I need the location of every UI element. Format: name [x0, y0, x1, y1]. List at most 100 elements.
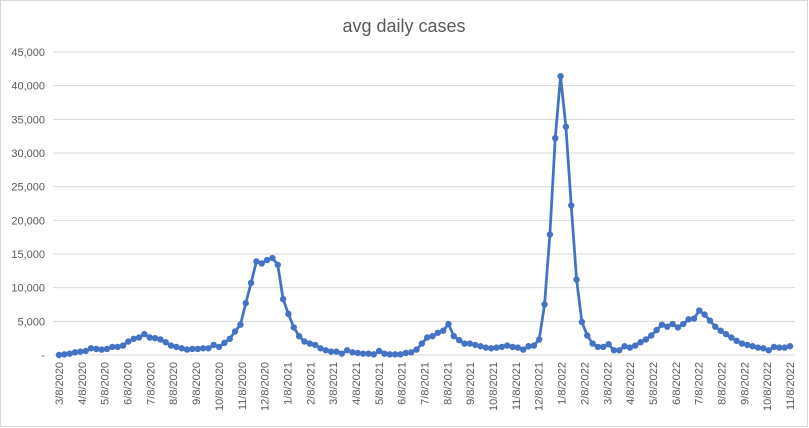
data-point	[397, 351, 404, 358]
data-point	[717, 327, 724, 334]
data-point	[600, 343, 607, 351]
data-point	[391, 351, 399, 358]
x-tick-label: 11/8/2022	[785, 362, 797, 410]
data-point	[728, 334, 735, 341]
data-point	[786, 343, 794, 350]
data-point	[504, 342, 511, 349]
x-tick-label: 6/8/2022	[671, 362, 683, 405]
data-point	[125, 338, 132, 345]
data-point	[151, 334, 159, 342]
data-point	[770, 343, 778, 351]
data-point	[157, 336, 164, 343]
data-point	[578, 318, 586, 326]
data-point	[781, 344, 788, 351]
data-point	[439, 327, 447, 334]
data-point	[669, 320, 676, 328]
data-point	[349, 349, 356, 356]
data-point	[418, 340, 426, 347]
data-point	[98, 346, 105, 353]
data-point	[450, 332, 458, 340]
x-tick-label: 2/8/2022	[579, 362, 591, 405]
data-point	[333, 348, 340, 355]
data-point	[749, 343, 756, 350]
data-point	[706, 317, 714, 324]
data-point	[429, 332, 436, 340]
data-point	[573, 276, 580, 283]
data-point	[258, 260, 265, 267]
data-point	[605, 341, 612, 348]
data-point	[648, 332, 655, 339]
data-point	[498, 343, 506, 351]
data-point	[653, 326, 660, 334]
x-tick-label: 3/8/2020	[54, 362, 66, 405]
data-point	[141, 330, 148, 338]
data-point	[226, 335, 233, 343]
x-tick-label: 5/8/2020	[100, 362, 112, 405]
data-point	[109, 343, 116, 351]
x-tick-label: 6/8/2020	[123, 362, 135, 405]
series-line	[57, 74, 792, 357]
data-point	[541, 301, 548, 308]
data-point	[343, 347, 351, 354]
x-tick-label: 4/8/2020	[77, 362, 89, 405]
data-point	[359, 350, 367, 357]
x-tick-label: 7/8/2022	[694, 362, 706, 405]
x-tick-label: 3/8/2021	[328, 362, 340, 405]
data-point	[658, 321, 666, 328]
data-point	[306, 340, 313, 347]
data-point	[520, 346, 527, 353]
data-point	[407, 349, 415, 356]
y-tick-label: 25,000	[11, 182, 45, 194]
data-point	[455, 336, 463, 344]
data-point	[162, 339, 169, 346]
data-point	[482, 344, 490, 351]
data-point	[301, 338, 308, 345]
data-point	[525, 343, 532, 350]
data-point	[178, 345, 185, 352]
data-point	[626, 344, 634, 351]
data-point	[135, 334, 143, 341]
x-tick-label: 10/8/2022	[762, 362, 774, 411]
x-tick-label: 8/8/2020	[168, 362, 180, 405]
data-point	[616, 347, 623, 354]
data-point	[423, 334, 431, 341]
x-tick-label: 2/8/2021	[305, 362, 317, 405]
x-tick-label: 8/8/2021	[442, 362, 454, 405]
data-point	[55, 351, 63, 359]
data-point	[87, 345, 95, 352]
data-point	[536, 336, 543, 343]
x-tick-label: 10/8/2021	[488, 362, 500, 411]
data-point	[189, 345, 196, 353]
data-point	[210, 341, 217, 349]
data-point	[274, 261, 281, 268]
x-tick-label: 11/8/2021	[511, 362, 523, 410]
data-point	[530, 342, 538, 349]
x-tick-label: 12/8/2021	[534, 362, 546, 411]
y-tick-label: 30,000	[11, 148, 45, 160]
x-tick-label: 7/8/2020	[145, 362, 157, 405]
data-point	[722, 330, 730, 338]
x-tick-label: 3/8/2022	[602, 362, 614, 405]
data-point	[253, 258, 260, 265]
data-point	[295, 332, 303, 340]
x-tick-label: 1/8/2021	[282, 362, 294, 405]
data-point	[119, 342, 127, 349]
data-point	[354, 349, 361, 357]
data-point	[365, 350, 372, 357]
x-tick-label: 5/8/2021	[374, 362, 386, 405]
chart-title: avg daily cases	[342, 16, 465, 36]
data-point	[338, 350, 345, 357]
data-point	[557, 73, 564, 80]
data-point	[632, 342, 639, 349]
y-axis-tick-labels: - 5,000 10,000 15,000 20,000 25,000 30,000 35,0…	[11, 47, 45, 362]
data-point	[327, 348, 335, 355]
data-point	[103, 345, 111, 353]
data-point	[247, 279, 255, 287]
data-point	[621, 343, 628, 350]
data-point	[642, 336, 650, 343]
data-point	[488, 345, 495, 352]
data-point	[66, 350, 73, 357]
data-point	[279, 295, 287, 303]
